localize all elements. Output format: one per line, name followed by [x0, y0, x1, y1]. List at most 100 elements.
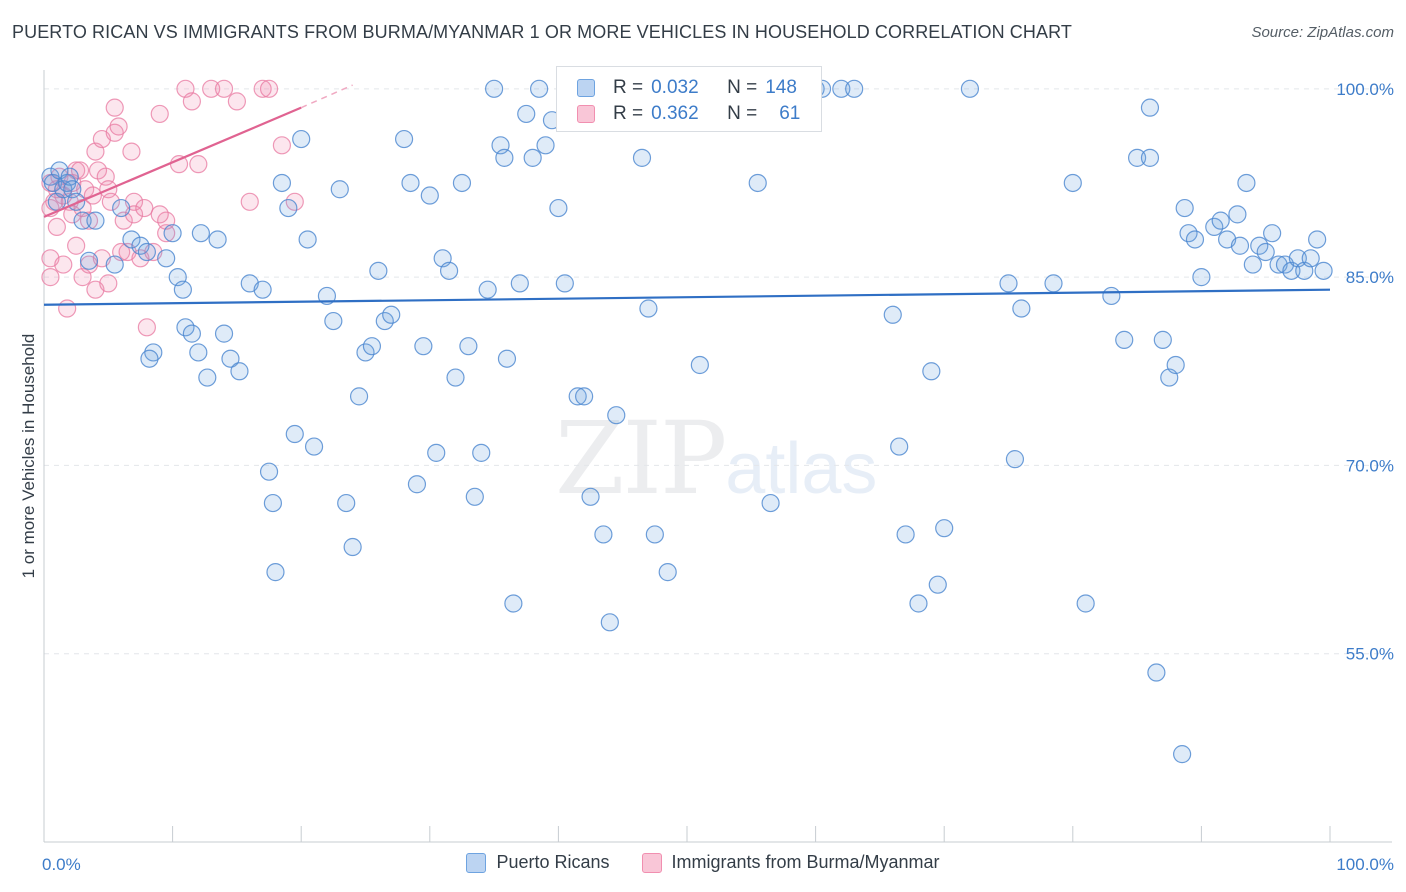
stats-row-puerto-rican: R = 0.032 N = 148 — [577, 75, 797, 101]
stats-legend: R = 0.032 N = 148 R = 0.362 N = 61 — [556, 66, 822, 132]
r-value: 0.032 — [651, 77, 699, 98]
puerto-rican-point — [1127, 148, 1147, 167]
r-label: R = — [613, 103, 644, 124]
burma-point — [189, 155, 208, 174]
puerto-rican-point — [459, 337, 478, 356]
puerto-rican-point — [439, 261, 459, 280]
puerto-rican-point — [369, 261, 388, 280]
x-tick-label: 0.0% — [42, 855, 81, 874]
legend-label: Puerto Ricans — [496, 852, 610, 872]
puerto-rican-point — [922, 362, 941, 381]
puerto-rican-point — [999, 274, 1018, 293]
burma-point — [122, 142, 141, 161]
chart-title: PUERTO RICAN VS IMMIGRANTS FROM BURMA/MY… — [12, 22, 1072, 42]
puerto-rican-point — [472, 443, 491, 462]
legend-item-puerto-ricans[interactable]: Puerto Ricans — [466, 852, 610, 873]
puerto-rican-point — [523, 148, 542, 167]
burma-point — [109, 117, 128, 136]
puerto-rican-point — [446, 368, 465, 387]
puerto-rican-point — [1005, 450, 1025, 469]
puerto-rican-point — [600, 613, 619, 632]
puerto-rican-point — [230, 362, 249, 381]
puerto-rican-point — [292, 129, 311, 149]
puerto-rican-point — [259, 462, 279, 481]
puerto-rican-point — [896, 525, 915, 544]
burma-point — [70, 161, 90, 180]
puerto-rican-point — [163, 224, 182, 243]
puerto-rican-point — [935, 519, 954, 538]
puerto-rican-point — [1173, 745, 1192, 764]
tick-labels: 55.0% 70.0% 85.0% 100.0% 0.0% 100.0% — [42, 80, 1394, 874]
burma-point — [157, 224, 176, 243]
legend-item-burma[interactable]: Immigrants from Burma/Myanmar — [641, 852, 940, 873]
puerto-rican-point — [845, 79, 864, 98]
puerto-rican-point — [1140, 148, 1160, 167]
puerto-rican-point — [497, 349, 517, 368]
puerto-rican-point — [253, 280, 272, 299]
puerto-rican-point — [382, 305, 401, 324]
puerto-rican-point — [343, 537, 362, 557]
y-tick-label: 100.0% — [1336, 80, 1394, 99]
x-tick-label: 100.0% — [1336, 855, 1394, 874]
legend-swatch-pink — [577, 105, 595, 123]
puerto-rican-point — [530, 79, 549, 98]
series-puerto-rican-points — [41, 79, 1333, 764]
burma-point — [150, 205, 169, 224]
puerto-rican-trend-line — [43, 288, 1331, 306]
burma-point — [259, 79, 279, 98]
puerto-rican-point — [263, 493, 283, 513]
burma-point — [240, 192, 259, 211]
burma-point — [54, 255, 73, 274]
puerto-rican-point — [1175, 198, 1194, 218]
burma-point — [214, 79, 234, 98]
puerto-rican-point — [349, 387, 369, 406]
puerto-rican-point — [1185, 230, 1205, 249]
puerto-rican-point — [1192, 268, 1211, 287]
puerto-rican-point — [337, 493, 356, 513]
puerto-rican-point — [658, 563, 677, 582]
puerto-rican-point — [909, 594, 928, 613]
burma-point — [182, 92, 201, 111]
puerto-rican-point — [140, 349, 159, 368]
puerto-rican-point — [510, 274, 529, 293]
burma-point — [272, 136, 292, 155]
legend-swatch-pink — [641, 852, 662, 873]
puerto-rican-point — [1153, 330, 1172, 349]
puerto-rican-point — [272, 173, 292, 193]
watermark: ZIPatlas — [555, 400, 877, 517]
burma-point — [99, 274, 118, 293]
n-label: N = — [727, 77, 758, 98]
puerto-rican-point — [1301, 249, 1320, 268]
puerto-rican-point — [1102, 286, 1121, 306]
y-tick-label: 70.0% — [1346, 456, 1394, 475]
puerto-rican-point — [1230, 236, 1250, 255]
burma-point — [135, 198, 154, 218]
puerto-rican-point — [1228, 205, 1247, 224]
watermark-atlas: atlas — [725, 429, 878, 509]
n-label: N = — [727, 103, 758, 124]
puerto-rican-point — [394, 129, 414, 149]
burma-trend-line — [43, 106, 302, 218]
puerto-rican-point — [1166, 355, 1185, 375]
puerto-rican-point — [420, 186, 439, 205]
puerto-rican-point — [555, 274, 574, 293]
puerto-rican-point — [1147, 663, 1166, 682]
puerto-rican-point — [504, 594, 523, 613]
puerto-rican-point — [581, 487, 600, 506]
r-value: 0.362 — [651, 103, 699, 124]
puerto-rican-point — [407, 475, 427, 494]
puerto-rican-point — [1012, 299, 1031, 318]
puerto-rican-point — [485, 79, 504, 98]
puerto-rican-point — [607, 406, 626, 425]
burma-point — [67, 236, 86, 255]
puerto-rican-point — [1308, 230, 1327, 249]
puerto-rican-point — [122, 230, 141, 249]
puerto-rican-point — [1063, 173, 1082, 193]
puerto-rican-point — [112, 198, 131, 218]
legend-swatch-blue — [466, 852, 487, 873]
burma-point — [41, 268, 60, 287]
puerto-rican-point — [748, 173, 767, 193]
puerto-rican-point — [414, 337, 433, 356]
puerto-rican-point — [401, 173, 420, 193]
puerto-rican-point — [761, 493, 780, 513]
